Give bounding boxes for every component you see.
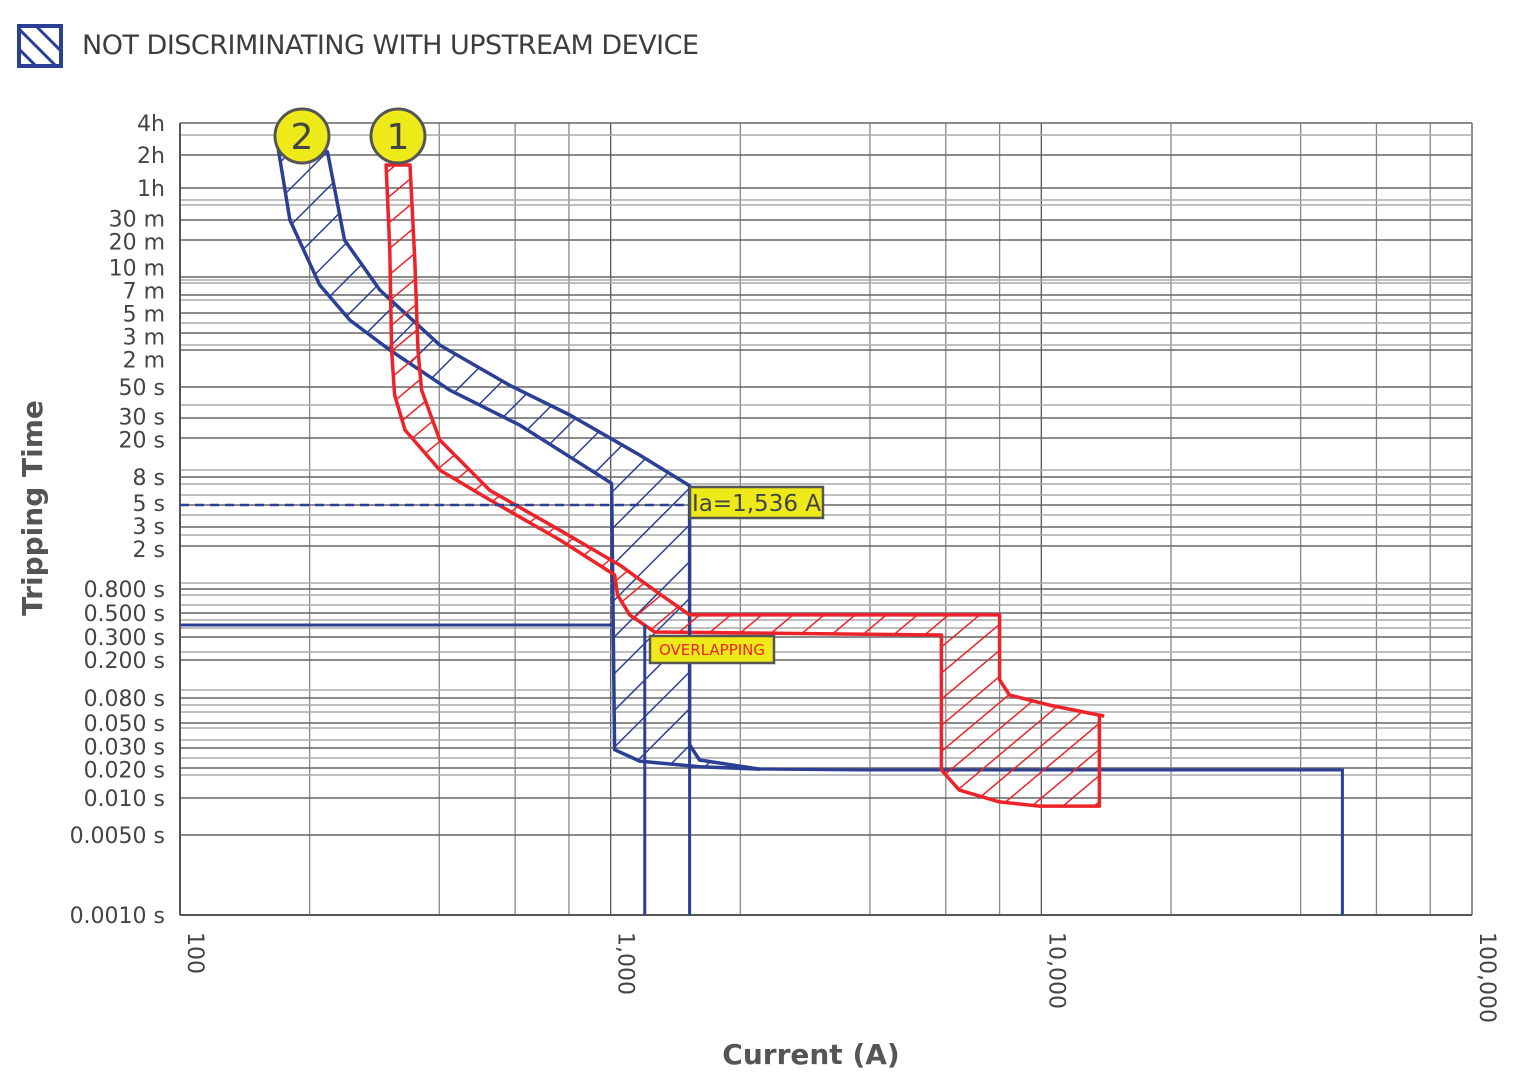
annotation-box: [648, 634, 776, 665]
y-tick-label: 5 m: [123, 303, 165, 328]
y-tick-label: 5 s: [133, 492, 165, 517]
y-tick-label: 0.020 s: [84, 759, 165, 784]
hatch-swatch-icon: [17, 24, 63, 68]
y-tick-label: 30 m: [109, 208, 165, 233]
annotation-label: Ia=1,536 A: [692, 491, 821, 517]
y-tick-label: 8 s: [133, 466, 165, 491]
x-tick-label: 1,000: [613, 932, 638, 995]
x-tick-label: 100: [182, 932, 207, 974]
y-tick-label: 20 s: [119, 429, 165, 454]
annotation-label: OVERLAPPING: [659, 641, 765, 659]
y-tick-label: 0.050 s: [84, 712, 165, 737]
series-2-band: [276, 146, 762, 771]
reference-lines: [180, 503, 692, 915]
y-tick-label: 30 s: [119, 406, 165, 431]
y-tick-label: 0.010 s: [84, 787, 165, 812]
y-axis-title: Tripping Time: [16, 400, 49, 616]
y-tick-label: 2 m: [123, 349, 165, 374]
y-tick-label: 0.0050 s: [70, 824, 165, 849]
series-1-tail-end: [1099, 713, 1105, 718]
grid: [179, 122, 1473, 916]
y-tick-label: 2 s: [133, 538, 165, 563]
y-tick-label: 10 m: [109, 257, 165, 282]
series-1-band: [384, 163, 1102, 808]
annotations: 2 1 Ia=1,536 A OVERLAPPING: [273, 107, 825, 665]
y-tick-label: 4h: [137, 112, 165, 137]
curve-marker-label: 2: [291, 117, 314, 158]
x-tick-label: 10,000: [1043, 932, 1068, 1009]
y-tick-label: 0.030 s: [84, 736, 165, 761]
curve-marker-label: 1: [387, 117, 410, 158]
y-tick-label: 0.200 s: [84, 649, 165, 674]
y-tick-label: 50 s: [119, 376, 165, 401]
y-tick-label: 0.500 s: [84, 602, 165, 627]
curve-marker: [369, 107, 427, 165]
y-tick-label: 7 m: [123, 280, 165, 305]
curve-marker: [273, 107, 331, 165]
x-axis-title: Current (A): [722, 1038, 899, 1071]
annotation-box: [688, 485, 825, 520]
y-tick-label: 0.300 s: [84, 626, 165, 651]
y-tick-label: 0.0010 s: [70, 904, 165, 929]
x-tick-label: 100,000: [1474, 932, 1499, 1023]
y-tick-label: 0.080 s: [84, 687, 165, 712]
series-layer: [276, 146, 1344, 915]
legend-label: NOT DISCRIMINATING WITH UPSTREAM DEVICE: [82, 30, 699, 61]
y-tick-labels: 4h 2h 1h 30 m20 m10 m7 m5 m3 m2 m50 s 30 s20…: [70, 112, 165, 929]
y-tick-label: 3 s: [133, 515, 165, 540]
y-tick-label: 0.800 s: [84, 578, 165, 603]
y-tick-label: 3 m: [123, 326, 165, 351]
y-tick-label: 20 m: [109, 231, 165, 256]
x-tick-labels: 100 1,000 10,000 100,000: [182, 932, 1499, 1023]
y-tick-label: 2h: [137, 144, 165, 169]
y-tick-label: 1h: [137, 177, 165, 202]
